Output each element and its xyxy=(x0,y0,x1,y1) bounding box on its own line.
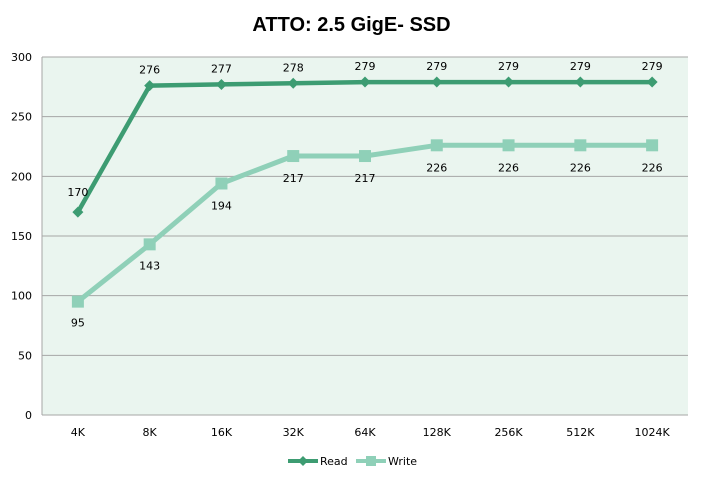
write-point xyxy=(71,295,84,308)
y-tick-label: 50 xyxy=(18,349,32,362)
read-point xyxy=(574,76,586,88)
legend-label-write: Write xyxy=(388,455,417,468)
y-tick-label: 300 xyxy=(11,51,32,64)
chart-title: ATTO: 2.5 GigE- SSD xyxy=(252,14,451,36)
read-data-label: 279 xyxy=(570,60,591,73)
legend-label-read: Read xyxy=(320,455,348,468)
legend: Read Write xyxy=(288,455,417,468)
x-tick-label: 256K xyxy=(494,426,523,439)
read-data-label: 279 xyxy=(498,60,519,73)
read-point xyxy=(215,78,227,90)
write-point xyxy=(646,139,659,152)
read-data-label: 276 xyxy=(139,64,160,77)
read-point xyxy=(431,76,443,88)
read-point xyxy=(72,206,84,218)
x-tick-label: 16K xyxy=(211,426,233,439)
write-data-label: 226 xyxy=(426,161,447,174)
series-layer xyxy=(71,76,659,308)
read-data-label: 279 xyxy=(355,60,376,73)
read-point xyxy=(646,76,658,88)
x-tick-label: 32K xyxy=(283,426,305,439)
write-point xyxy=(574,139,587,152)
y-tick-label: 150 xyxy=(11,230,32,243)
x-tick-label: 4K xyxy=(71,426,86,439)
read-point xyxy=(359,76,371,88)
write-data-label: 95 xyxy=(71,317,85,330)
x-tick-label: 128K xyxy=(423,426,452,439)
write-data-label: 226 xyxy=(570,161,591,174)
legend-marker-read xyxy=(298,456,308,466)
read-point xyxy=(287,77,299,89)
write-data-label: 194 xyxy=(211,199,232,212)
write-point xyxy=(215,177,228,190)
write-point xyxy=(287,150,300,163)
legend-marker-write xyxy=(366,456,376,466)
x-axis: 4K 8K 16K 32K 64K 128K 256K 512K 1024K xyxy=(71,426,671,439)
y-tick-label: 0 xyxy=(25,409,32,422)
write-point xyxy=(430,139,443,152)
data-labels: 170 276 277 278 279 279 279 279 279 95 143 194 217 21… xyxy=(67,60,662,330)
x-tick-label: 1024K xyxy=(635,426,671,439)
read-point xyxy=(144,80,156,92)
write-point xyxy=(502,139,515,152)
write-data-label: 226 xyxy=(498,161,519,174)
read-data-label: 170 xyxy=(67,186,88,199)
write-data-label: 217 xyxy=(283,172,304,185)
read-data-label: 278 xyxy=(283,61,304,74)
y-axis: 0 50 100 150 200 250 300 xyxy=(11,51,43,422)
gridlines xyxy=(42,56,688,416)
write-point xyxy=(143,238,156,251)
write-point xyxy=(359,150,371,163)
x-tick-label: 64K xyxy=(354,426,376,439)
x-tick-label: 512K xyxy=(566,426,595,439)
y-tick-label: 100 xyxy=(11,290,32,303)
read-point xyxy=(503,76,515,88)
read-data-label: 279 xyxy=(642,60,663,73)
write-data-label: 143 xyxy=(139,259,160,272)
write-data-label: 217 xyxy=(355,172,376,185)
write-data-label: 226 xyxy=(642,161,663,174)
x-tick-label: 8K xyxy=(143,426,158,439)
y-tick-label: 250 xyxy=(11,111,32,124)
read-data-label: 279 xyxy=(426,60,447,73)
y-tick-label: 200 xyxy=(11,170,32,183)
read-data-label: 277 xyxy=(211,62,232,75)
